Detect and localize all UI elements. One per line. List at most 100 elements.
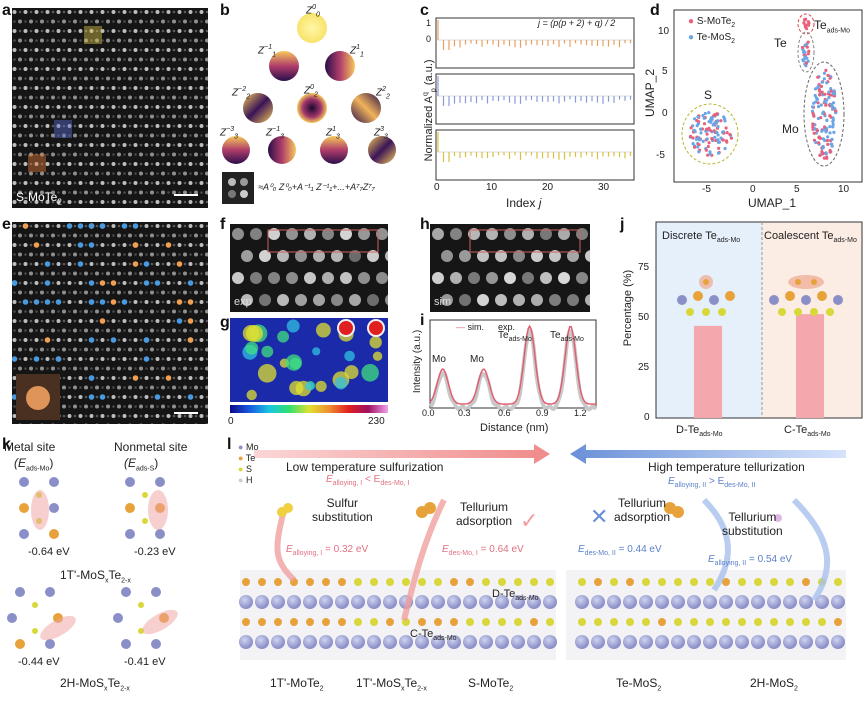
- umap-point: [823, 138, 827, 143]
- stage-1t-mote2: 1T'-MoTe2: [270, 676, 324, 693]
- nonmetal-site-energy: (Eads-S): [124, 456, 159, 473]
- umap-point: [806, 52, 810, 56]
- umap-point: [824, 151, 828, 155]
- umap-point: [822, 71, 826, 75]
- atom-column: [376, 228, 388, 240]
- slab-atom: [687, 595, 701, 609]
- coefficient-stem-plots: [435, 17, 635, 181]
- slab-atom: [607, 595, 621, 609]
- umap-point: [817, 105, 821, 109]
- classified-atom: [143, 261, 150, 267]
- umap-point: [831, 116, 835, 120]
- atom-column: [468, 272, 480, 284]
- cluster-label-s: S: [704, 88, 713, 102]
- umap-xtick-0: -5: [702, 184, 711, 195]
- panel-label-b: b: [220, 2, 230, 19]
- atom-column: [376, 272, 388, 284]
- umap-point: [694, 137, 699, 141]
- umap-point: [826, 135, 830, 139]
- slab-atom: [671, 635, 685, 649]
- profile-xtick-0: 0.0: [422, 408, 435, 418]
- slab-atom: [703, 595, 717, 609]
- slab-atom: [434, 578, 442, 586]
- slab-atom: [498, 618, 506, 626]
- model-2h-nonmetal: [113, 587, 178, 649]
- cluster-label-te-ads: Teads-Mo: [814, 18, 851, 35]
- classified-atom: [22, 223, 29, 229]
- atom-column: [576, 272, 588, 284]
- slab-atom: [610, 618, 618, 626]
- legend-sim: — sim.: [456, 322, 485, 332]
- umap-xtick-3: 10: [838, 184, 850, 195]
- umap-point: [709, 118, 713, 122]
- classified-atom: [99, 223, 106, 229]
- legend-te: ● Te: [238, 453, 256, 463]
- classified-atom: [176, 318, 183, 324]
- umap-point: [820, 129, 824, 133]
- umap-point: [707, 141, 711, 145]
- panel-label-j: j: [620, 216, 625, 233]
- peak-label-mo-1: Mo: [432, 354, 446, 365]
- slab-atom: [242, 578, 250, 586]
- umap-point: [699, 131, 703, 135]
- slab-left: [240, 570, 556, 660]
- slab-atom: [578, 618, 586, 626]
- slab-atom: [626, 578, 634, 586]
- umap-point: [719, 119, 723, 123]
- classified-atom: [88, 337, 95, 343]
- zernike-label-z31: Z13: [326, 126, 340, 141]
- atom-lattice-a: [12, 8, 208, 208]
- umap-point: [709, 116, 713, 120]
- slab-atom: [495, 635, 509, 649]
- umap-point: [713, 112, 717, 117]
- atom-lattice-e: [12, 222, 208, 424]
- slab-atom: [450, 578, 458, 586]
- slab-atom: [738, 578, 746, 586]
- umap-xtick-1: 0: [750, 184, 756, 195]
- classified-atom: [154, 280, 161, 286]
- model-1t-metal: [19, 477, 59, 539]
- pct-ytick-50: 50: [638, 312, 650, 323]
- peak-label-mo-2: Mo: [470, 354, 484, 365]
- umap-point: [813, 127, 817, 131]
- umap-point: [705, 132, 709, 136]
- zernike-label-z3m1: Z−13: [266, 126, 284, 141]
- intensity-blob: [344, 350, 355, 362]
- panel-label-d: d: [650, 2, 660, 19]
- intensity-blob: [277, 330, 289, 343]
- umap-point: [695, 124, 699, 128]
- atom-column: [304, 272, 316, 284]
- cluster-label-mo: Mo: [782, 122, 799, 136]
- umap-point: [699, 127, 703, 131]
- slab-atom: [767, 595, 781, 609]
- intensity-blob: [372, 351, 383, 361]
- zernike-disc-z33: [368, 136, 396, 164]
- umap-point: [811, 125, 815, 129]
- stage-te-mos2: Te-MoS2: [616, 676, 662, 693]
- stem-series-1: [437, 20, 632, 50]
- legend-s-mote2: ● S-MoTe2: [688, 16, 736, 29]
- sim-atoms: [432, 228, 590, 306]
- slab-atom: [594, 578, 602, 586]
- phase-2h: 2H-MoSxTe2-x: [60, 676, 130, 693]
- slab-atom: [754, 578, 762, 586]
- umap-point: [703, 111, 707, 116]
- high-temp-arrow: [570, 444, 846, 464]
- intensity-blob: [369, 336, 382, 349]
- energy-1t-nonmetal: -0.23 eV: [134, 546, 176, 558]
- umap-point: [708, 152, 712, 156]
- exp-atoms: [232, 228, 388, 306]
- slab-atom: [738, 618, 746, 626]
- zernike-discs: [222, 13, 396, 204]
- slab-atom: [495, 595, 509, 609]
- umap-point: [821, 145, 825, 150]
- slab-atom: [306, 578, 314, 586]
- slab-atom: [287, 635, 301, 649]
- cluster-te-ads-ellipse: [797, 13, 815, 35]
- atom-column: [259, 294, 271, 306]
- sim-profile: [429, 324, 596, 405]
- stem-image-e: [12, 222, 208, 424]
- slab-atom: [239, 595, 253, 609]
- category-d-te: D-Teads-Mo: [676, 424, 723, 439]
- atom-column: [250, 272, 262, 284]
